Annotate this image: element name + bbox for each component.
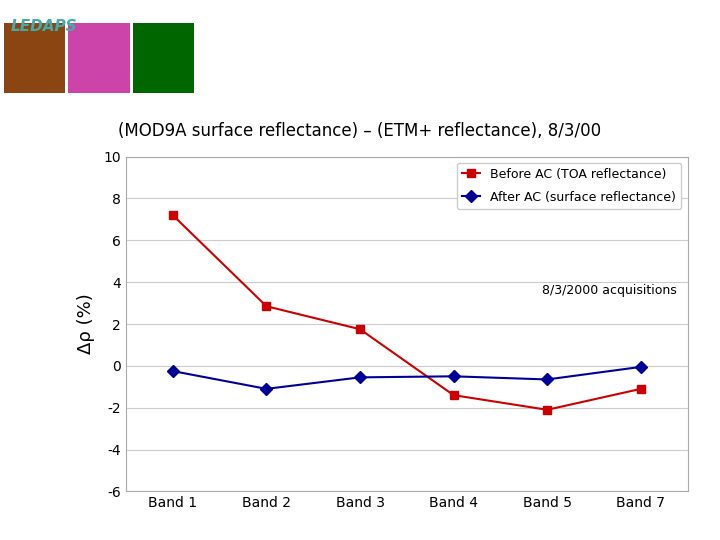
- Y-axis label: Δρ (%): Δρ (%): [77, 294, 95, 354]
- FancyBboxPatch shape: [4, 23, 65, 93]
- Text: Effect of Atmospheric Correction: Effect of Atmospheric Correction: [312, 52, 698, 72]
- Text: (MOD9A surface reflectance) – (ETM+ reflectance), 8/3/00: (MOD9A surface reflectance) – (ETM+ refl…: [118, 122, 602, 139]
- FancyBboxPatch shape: [133, 23, 194, 93]
- Text: 8/3/2000 acquisitions: 8/3/2000 acquisitions: [541, 284, 676, 297]
- Legend: Before AC (TOA reflectance), After AC (surface reflectance): Before AC (TOA reflectance), After AC (s…: [456, 163, 681, 209]
- FancyBboxPatch shape: [68, 23, 130, 93]
- Text: LEDAPS: LEDAPS: [11, 19, 78, 34]
